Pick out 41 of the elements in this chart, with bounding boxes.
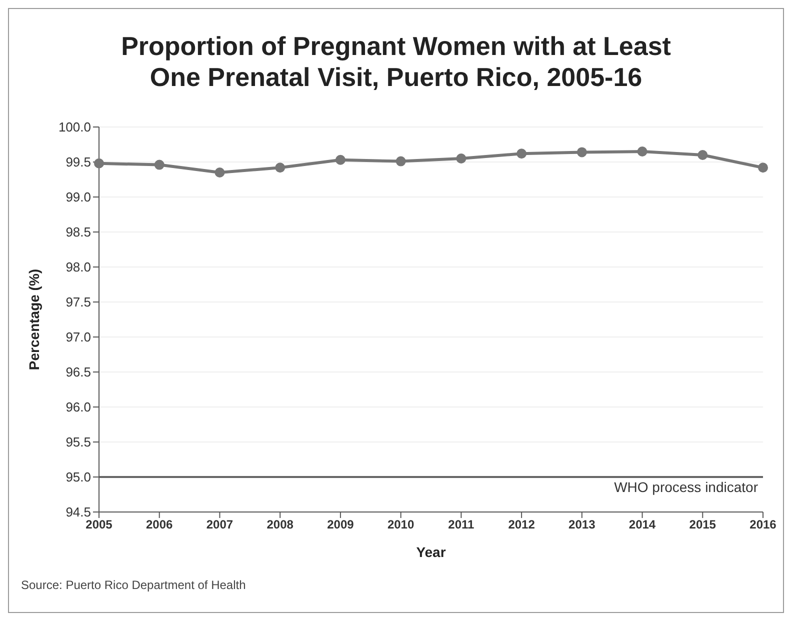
ref-line-label: WHO process indicator	[614, 478, 758, 495]
x-tick-label: 2010	[387, 518, 414, 532]
point	[94, 158, 104, 168]
y-tick-label: 99.5	[66, 154, 91, 170]
x-tick-label: 2009	[327, 518, 354, 532]
y-axis-title: Percentage (%)	[26, 268, 42, 370]
point	[396, 156, 406, 166]
y-tick-label: 96.5	[66, 364, 91, 380]
point	[456, 154, 466, 164]
y-tick-label: 95.0	[66, 470, 91, 485]
point	[516, 148, 527, 159]
y-tick-label: 98.0	[66, 260, 91, 275]
x-tick-label: 2005	[86, 518, 113, 532]
x-tick-label: 2006	[146, 518, 174, 532]
point	[698, 150, 708, 160]
point	[154, 160, 164, 170]
point	[637, 146, 648, 156]
x-tick-label: 2015	[689, 518, 716, 532]
x-axis-title: Year	[416, 544, 446, 560]
x-tick-label: 2012	[508, 518, 536, 532]
point	[335, 154, 346, 165]
y-tick-label: 96.0	[66, 400, 91, 415]
y-tick-label: 97.0	[66, 330, 91, 345]
y-tick-label: 94.5	[66, 504, 91, 520]
point	[576, 147, 587, 158]
x-tick-label: 2007	[206, 518, 234, 532]
point	[214, 168, 225, 178]
y-tick-label: 99.0	[66, 190, 91, 205]
y-tick-label: 98.5	[66, 224, 91, 240]
y-tick-label: 97.5	[66, 294, 91, 310]
y-tick-label: 95.5	[66, 434, 91, 450]
x-tick-label: 2008	[266, 518, 294, 532]
y-tick-label: 100.0	[58, 120, 91, 135]
source-note: Source: Puerto Rico Department of Health	[20, 577, 247, 594]
x-tick-label: 2016	[750, 518, 777, 532]
x-tick-label: 2013	[568, 518, 596, 532]
x-tick-label: 2014	[628, 518, 656, 532]
chart-title: Proportion of Pregnant Women with at Least One Prenatal Visit, Puerto Rico, 2005-16	[120, 30, 672, 94]
point	[758, 162, 768, 173]
point	[275, 162, 286, 173]
x-tick-label: 2011	[448, 518, 475, 532]
